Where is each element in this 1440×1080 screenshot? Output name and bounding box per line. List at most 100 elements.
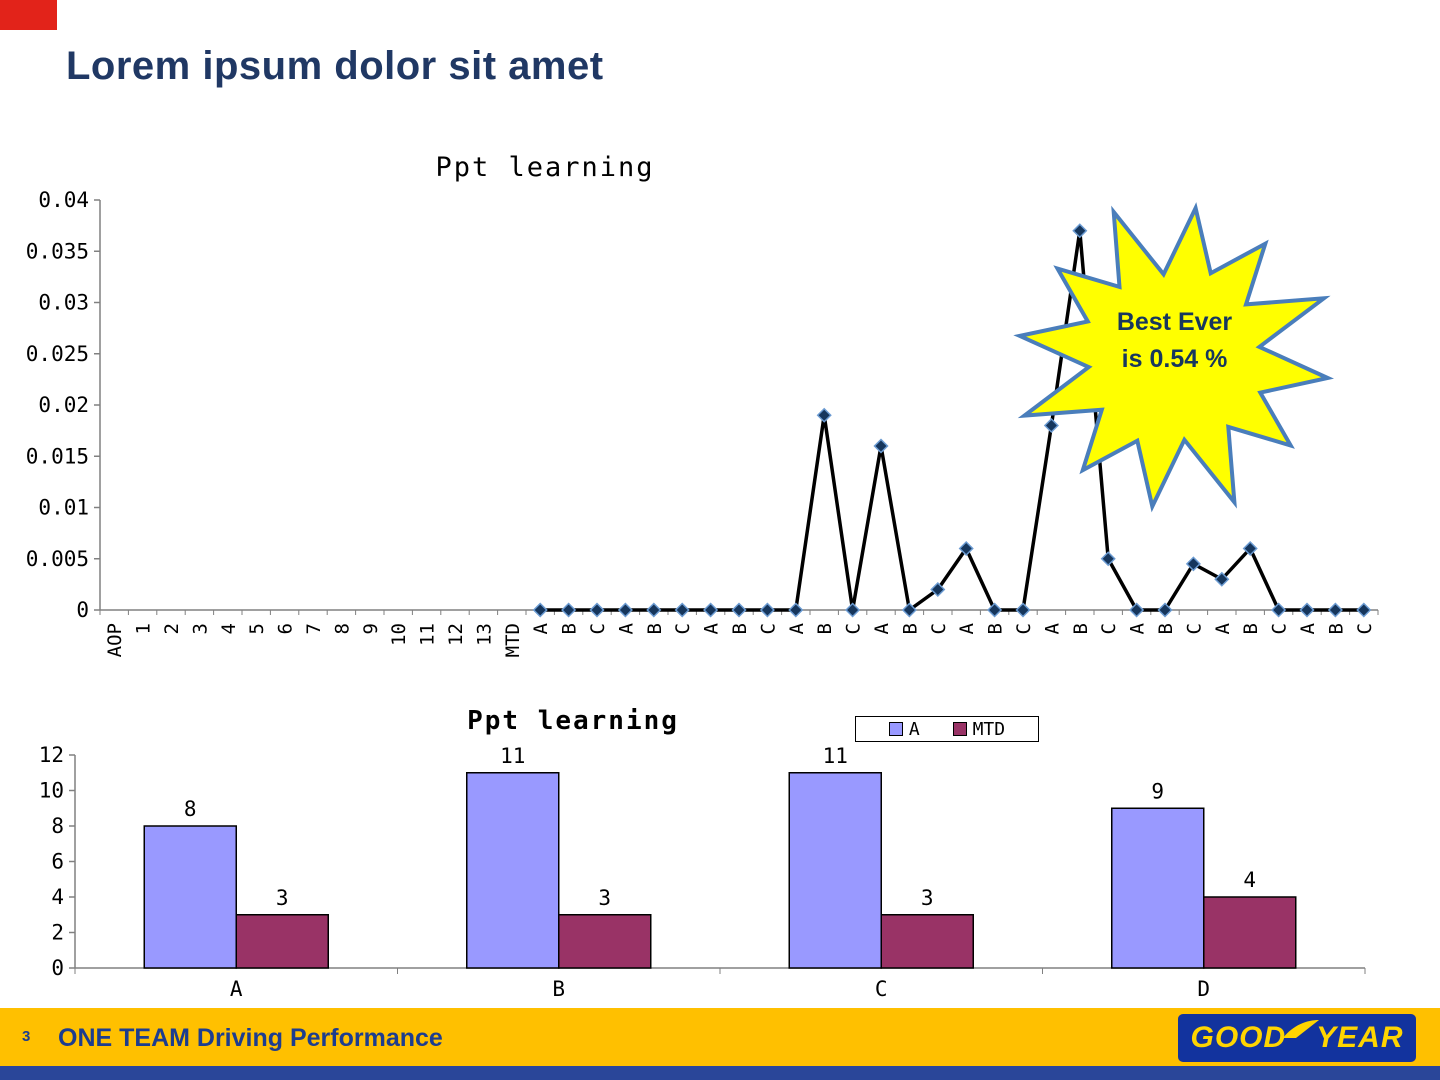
logo-part1: GOOD (1190, 1021, 1287, 1054)
svg-text:1: 1 (133, 623, 155, 634)
winged-foot-icon (1283, 1020, 1320, 1038)
callout-line1: Best Ever (1116, 308, 1233, 336)
svg-text:5: 5 (246, 623, 268, 634)
corner-accent-block (0, 0, 57, 30)
legend-item-a: A (888, 718, 920, 740)
svg-text:8: 8 (331, 623, 353, 634)
legend-item-mtd: MTD (952, 718, 1006, 740)
svg-text:B: B (1155, 623, 1177, 634)
svg-text:0.02: 0.02 (38, 393, 89, 417)
legend-swatch-mtd-icon (952, 722, 967, 736)
svg-text:0.035: 0.035 (26, 239, 89, 263)
legend-label-mtd: MTD (972, 718, 1006, 740)
svg-text:0.04: 0.04 (38, 188, 89, 212)
svg-text:C: C (875, 977, 888, 1001)
svg-text:C: C (1183, 623, 1205, 634)
svg-text:4: 4 (1243, 868, 1256, 892)
svg-text:0.015: 0.015 (26, 444, 89, 468)
svg-text:B: B (552, 977, 565, 1001)
best-ever-callout: Best Ever is 0.54 % (1002, 192, 1347, 527)
svg-text:3: 3 (189, 623, 211, 634)
svg-text:0: 0 (51, 956, 64, 980)
legend-swatch-a-icon (888, 722, 903, 736)
legend-label-a: A (908, 718, 920, 740)
footer-tagline: ONE TEAM Driving Performance (58, 1024, 443, 1052)
line-chart-plot: 0 0.005 0.01 0.015 0.02 0.025 0.03 0.035 0.04 AOP… (26, 188, 1379, 657)
svg-text:B: B (814, 623, 836, 634)
logo-part2: YEAR (1316, 1021, 1404, 1054)
svg-text:A: A (230, 977, 243, 1001)
svg-text:A: A (956, 622, 978, 634)
svg-text:4: 4 (218, 623, 240, 634)
svg-text:C: C (1098, 623, 1120, 634)
svg-text:C: C (757, 623, 779, 634)
svg-text:B: B (559, 623, 581, 634)
svg-text:C: C (587, 623, 609, 634)
svg-text:C: C (1013, 623, 1035, 634)
footer-blue-strip (0, 1066, 1440, 1080)
svg-text:11: 11 (500, 744, 525, 768)
svg-text:MTD: MTD (502, 623, 524, 657)
svg-text:A: A (786, 622, 808, 634)
svg-text:A: A (871, 622, 893, 634)
svg-text:B: B (1325, 623, 1347, 634)
line-chart-title: Ppt learning (435, 152, 655, 183)
svg-text:B: B (985, 623, 1007, 634)
goodyear-logo: GOOD YEAR (1178, 1014, 1416, 1062)
goodyear-logo-text: GOOD YEAR (1190, 1020, 1404, 1055)
svg-text:9: 9 (360, 623, 382, 634)
svg-text:2: 2 (161, 623, 183, 634)
svg-text:B: B (729, 623, 751, 634)
svg-text:3: 3 (276, 886, 289, 910)
svg-text:C: C (1354, 623, 1376, 634)
svg-text:A: A (1297, 622, 1319, 634)
svg-text:6: 6 (275, 623, 297, 634)
svg-text:C: C (928, 623, 950, 634)
svg-text:AOP: AOP (104, 623, 126, 657)
bar-chart-title: Ppt learning (467, 706, 679, 736)
svg-text:A: A (1212, 622, 1234, 634)
svg-text:0: 0 (76, 598, 89, 622)
svg-text:B: B (1070, 623, 1092, 634)
svg-text:C: C (843, 623, 865, 634)
svg-text:10: 10 (388, 623, 410, 646)
callout-line2: is 0.54 % (1121, 345, 1228, 373)
svg-text:12: 12 (39, 743, 64, 767)
svg-text:B: B (899, 623, 921, 634)
svg-text:0.01: 0.01 (38, 496, 89, 520)
slide-title: Lorem ipsum dolor sit amet (66, 44, 604, 88)
svg-text:12: 12 (445, 623, 467, 646)
svg-text:A: A (615, 622, 637, 634)
svg-text:B: B (644, 623, 666, 634)
svg-text:8: 8 (184, 797, 197, 821)
line-chart: Ppt learning 0 0.005 0.01 0.015 0.02 0.025 0.0… (20, 150, 1400, 680)
bar-chart-legend: A MTD (855, 716, 1039, 742)
svg-text:6: 6 (51, 850, 64, 874)
svg-text:3: 3 (598, 886, 611, 910)
svg-text:11: 11 (417, 623, 439, 646)
svg-text:2: 2 (51, 921, 64, 945)
page-number: 3 (22, 1028, 31, 1045)
bar-chart: Ppt learning A MTD 0 2 4 6 8 10 12 8 11 11 9 3 3 3 4 A B… (20, 700, 1400, 1010)
svg-text:11: 11 (823, 744, 848, 768)
svg-text:4: 4 (51, 885, 64, 909)
svg-text:8: 8 (51, 814, 64, 838)
svg-text:0.03: 0.03 (38, 291, 89, 315)
svg-text:A: A (1041, 622, 1063, 634)
svg-text:D: D (1197, 977, 1210, 1001)
svg-text:3: 3 (921, 886, 934, 910)
bar-chart-plot: 0 2 4 6 8 10 12 8 11 11 9 3 3 3 4 A B C D (39, 743, 1366, 1001)
svg-text:13: 13 (473, 623, 495, 646)
svg-text:A: A (701, 622, 723, 634)
svg-text:0.005: 0.005 (26, 547, 89, 571)
svg-text:A: A (1127, 622, 1149, 634)
svg-text:10: 10 (39, 779, 64, 803)
svg-text:0.025: 0.025 (26, 342, 89, 366)
svg-text:A: A (530, 622, 552, 634)
svg-text:7: 7 (303, 623, 325, 634)
svg-text:C: C (1269, 623, 1291, 634)
callout-text: Best Ever is 0.54 % (1002, 304, 1347, 378)
svg-text:9: 9 (1151, 779, 1164, 803)
svg-text:C: C (672, 623, 694, 634)
starburst-shape (1013, 202, 1335, 513)
